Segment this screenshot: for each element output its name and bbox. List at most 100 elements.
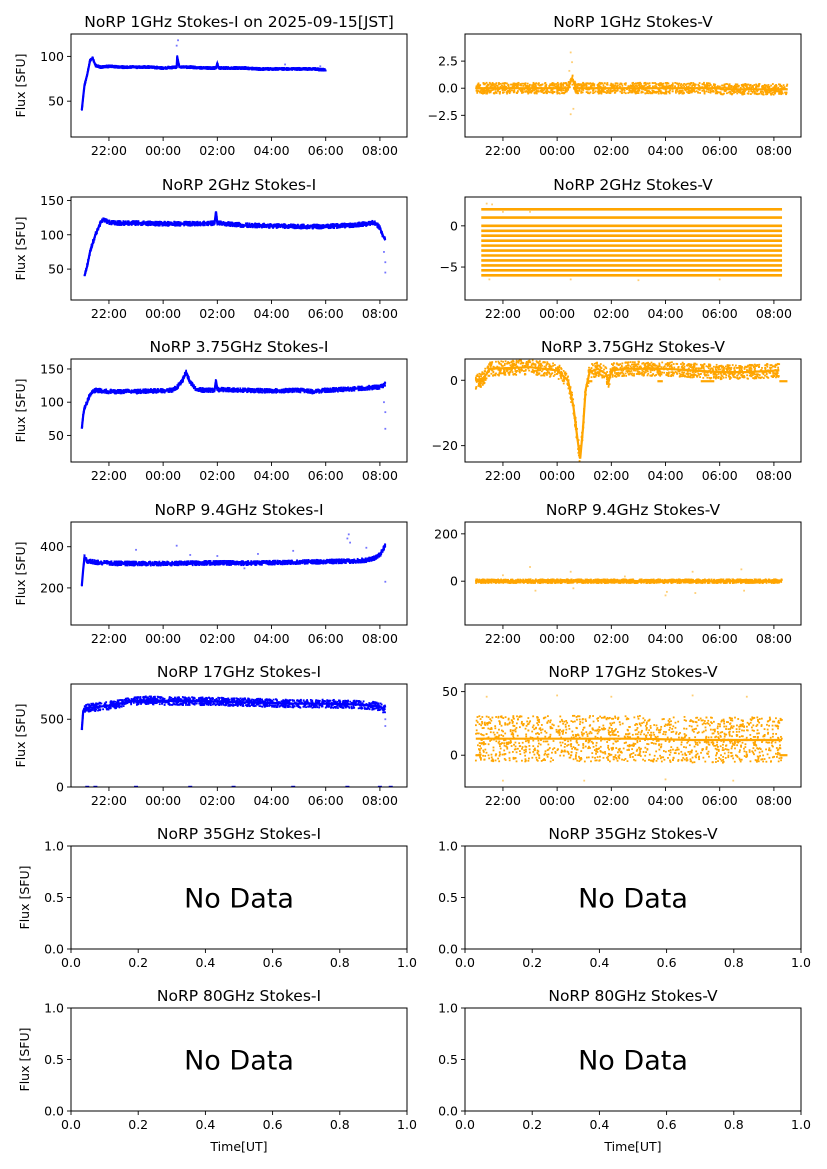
data-point	[741, 91, 744, 94]
data-point	[576, 92, 579, 95]
panel-title: NoRP 1GHz Stokes-I on 2025-09-15[JST]	[84, 13, 394, 31]
data-point	[727, 91, 730, 94]
data-point	[756, 93, 759, 96]
data-point	[524, 85, 527, 87]
data-point	[751, 91, 754, 94]
data-point	[663, 91, 665, 94]
outlier-point	[572, 107, 575, 110]
data-point	[611, 90, 613, 93]
data-point	[682, 84, 684, 87]
data-point	[557, 83, 560, 86]
data-point	[606, 83, 609, 86]
data-point	[588, 88, 591, 91]
data-point	[117, 224, 120, 226]
data-point	[547, 90, 550, 93]
data-point	[254, 226, 257, 229]
data-point	[137, 223, 140, 226]
data-point	[704, 84, 706, 86]
data-point	[619, 90, 622, 93]
data-point	[767, 86, 770, 89]
data-point	[512, 91, 515, 94]
data-point	[482, 90, 485, 93]
data-point	[240, 225, 243, 228]
data-point	[661, 85, 664, 87]
data-point	[527, 92, 530, 95]
data-point	[616, 89, 619, 92]
data-point	[203, 224, 206, 227]
data-point	[677, 90, 679, 93]
data-point	[104, 218, 106, 220]
data-point	[508, 92, 511, 95]
data-point	[282, 226, 284, 229]
data-point	[283, 223, 286, 226]
data-point	[750, 93, 752, 95]
data-point	[591, 84, 594, 87]
data-point	[713, 83, 715, 86]
data-point	[665, 86, 667, 88]
plot-frame	[464, 33, 802, 138]
data-point	[484, 89, 486, 92]
data-point	[377, 223, 380, 226]
data-point	[258, 222, 261, 225]
data-point	[490, 89, 493, 92]
data-point	[234, 221, 237, 224]
data-point	[723, 83, 726, 86]
y-axis-label: Flux [SFU]	[13, 217, 28, 281]
data-point	[777, 86, 780, 89]
data-point	[632, 83, 634, 86]
data-point	[480, 88, 483, 91]
data-point	[337, 226, 340, 229]
data-point	[646, 92, 648, 94]
data-point	[719, 91, 722, 94]
data-point	[691, 89, 694, 91]
data-point	[562, 85, 565, 87]
data-point	[505, 88, 507, 91]
data-point	[740, 92, 743, 94]
data-point	[631, 82, 634, 85]
data-point	[504, 82, 507, 84]
data-point	[276, 223, 279, 226]
data-point	[550, 91, 553, 94]
data-point	[237, 225, 240, 227]
data-point	[647, 92, 650, 95]
data-point	[657, 84, 660, 87]
data-point	[677, 86, 680, 88]
data-point	[641, 91, 644, 94]
data-point	[743, 92, 746, 94]
x-tick-label: 22:00	[91, 306, 127, 321]
data-point	[624, 83, 627, 86]
data-point	[292, 223, 295, 226]
data-point	[489, 85, 492, 88]
data-point	[329, 227, 332, 229]
data-point	[235, 225, 238, 228]
data-point	[563, 91, 565, 94]
data-point	[263, 388, 266, 390]
data-point	[116, 391, 119, 394]
data-point	[739, 90, 742, 92]
data-point	[580, 83, 583, 86]
data-point	[274, 223, 277, 226]
data-point	[687, 88, 690, 91]
data-point	[723, 89, 726, 92]
data-point	[692, 82, 695, 84]
data-point	[247, 226, 250, 228]
data-point	[553, 83, 556, 86]
data-point	[535, 92, 538, 95]
data-point	[535, 91, 538, 94]
data-point	[535, 89, 538, 92]
data-point	[703, 90, 706, 93]
data-point	[556, 85, 559, 88]
data-point	[207, 390, 210, 393]
data-point	[770, 93, 773, 96]
data-point	[562, 89, 565, 92]
data-point	[741, 90, 744, 93]
data-point	[631, 85, 633, 88]
data-point	[270, 223, 273, 226]
data-point	[174, 221, 177, 224]
data-point	[593, 83, 596, 86]
data-point	[652, 90, 655, 92]
data-point	[565, 90, 568, 93]
data-point	[149, 220, 151, 223]
data-point	[258, 226, 261, 229]
data-point	[644, 82, 646, 84]
